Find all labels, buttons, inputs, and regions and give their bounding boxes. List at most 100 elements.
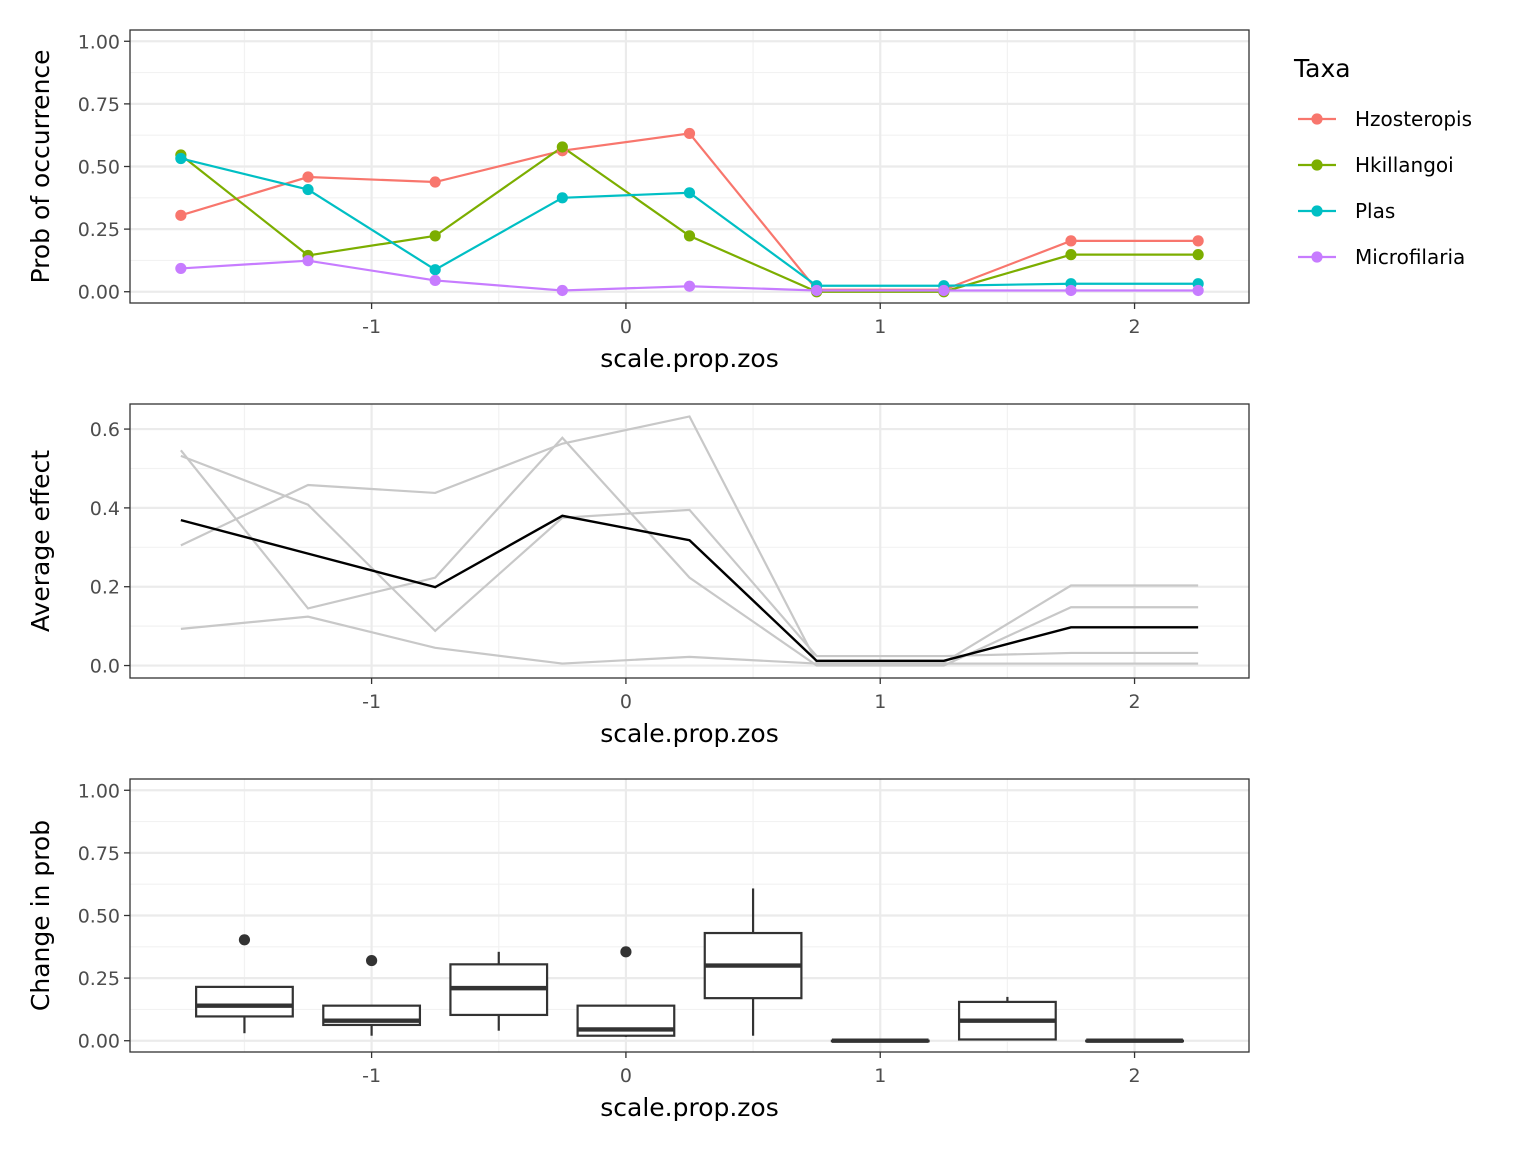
- box-body-0: [195, 985, 294, 1018]
- occurrence-x-ticks: -1 0 1 2: [362, 303, 1141, 338]
- box-4: [703, 888, 803, 1036]
- series-point-microfilaria-3: [556, 284, 568, 297]
- change-in-prob-x-tick-label-1: 0: [620, 1065, 632, 1087]
- series-point-hkillangoi-3: [556, 141, 568, 153]
- series-point-microfilaria-8: [1192, 284, 1204, 297]
- series-point-plas-3: [556, 192, 568, 204]
- change-in-prob-panel: 0.00 0.25 0.50 0.75 1.00 -1 0 1 2 scale.prop.zo…: [26, 778, 1250, 1122]
- occurrence-y-axis-title: Prob of occurrence: [26, 49, 55, 283]
- change-in-prob-x-tick-label-2: 1: [874, 1065, 886, 1087]
- legend-items: Hzosteropis Hkillangoi Plas Microfilaria: [1298, 107, 1472, 269]
- legend-label-hkillangoi: Hkillangoi: [1355, 153, 1454, 177]
- box-6: [957, 996, 1057, 1041]
- box-2: [449, 951, 549, 1031]
- series-point-plas-4: [683, 187, 696, 199]
- occurrence-y-tick-label-3: 0.75: [78, 94, 120, 116]
- change-in-prob-y-axis-title: Change in prob: [26, 820, 55, 1011]
- average-effect-y-tick-label-2: 0.4: [90, 498, 120, 520]
- occurrence-x-tick-label-3: 2: [1129, 316, 1141, 338]
- box-outlier-0-0: [238, 934, 251, 946]
- average-effect-major-grid: [130, 404, 1249, 678]
- legend-key-point-plas: [1311, 205, 1323, 217]
- average-effect-line: [180, 514, 1199, 663]
- occurrence-y-tick-label-4: 1.00: [78, 31, 120, 53]
- box-3: [576, 946, 676, 1037]
- series-point-hzosteropis-1: [302, 171, 314, 183]
- legend-title: Taxa: [1293, 54, 1351, 83]
- change-in-prob-y-tick-label-0: 0.00: [78, 1031, 120, 1053]
- series-point-plas-2: [429, 264, 441, 276]
- series-point-plas-1: [302, 183, 314, 196]
- change-in-prob-y-tick-label-2: 0.50: [78, 906, 120, 928]
- occurrence-panel: 0.00 0.25 0.50 0.75 1.00 -1 0 1 2 scale.prop.zo…: [26, 29, 1250, 373]
- series-point-hzosteropis-4: [683, 127, 696, 140]
- change-in-prob-x-tick-label-3: 2: [1129, 1065, 1141, 1087]
- occurrence-major-grid: [130, 30, 1249, 303]
- series-point-hkillangoi-4: [683, 230, 696, 242]
- series-point-hzosteropis-7: [1065, 235, 1077, 247]
- series-point-hkillangoi-7: [1065, 249, 1077, 261]
- series-point-plas-0: [175, 152, 187, 165]
- occurrence-y-ticks: 0.00 0.25 0.50 0.75 1.00: [78, 31, 130, 304]
- legend-label-plas: Plas: [1355, 199, 1395, 223]
- box-outlier-3-0: [620, 946, 632, 958]
- legend-key-point-hzosteropis: [1311, 113, 1323, 125]
- average-effect-y-axis-title: Average effect: [26, 450, 55, 632]
- average-effect-lines: [180, 415, 1199, 667]
- background-taxon-line-1: [180, 436, 1199, 667]
- average-effect-x-tick-label-1: 0: [620, 691, 632, 713]
- series-point-microfilaria-2: [429, 274, 441, 287]
- average-effect-y-ticks: 0.0 0.2 0.4 0.6: [90, 419, 130, 678]
- series-point-microfilaria-1: [302, 255, 314, 267]
- background-taxon-line-0: [180, 415, 1199, 664]
- legend-key-point-microfilaria: [1311, 251, 1323, 263]
- occurrence-series: [175, 127, 1204, 298]
- occurrence-x-axis-title: scale.prop.zos: [600, 344, 779, 373]
- average-effect-x-tick-label-0: -1: [362, 691, 381, 713]
- occurrence-x-tick-label-2: 1: [874, 316, 886, 338]
- change-in-prob-y-tick-label-1: 0.25: [78, 968, 120, 990]
- occurrence-y-tick-label-1: 0.25: [78, 219, 120, 241]
- series-point-microfilaria-4: [683, 280, 696, 292]
- average-effect-y-tick-label-1: 0.2: [90, 577, 120, 599]
- change-in-prob-major-grid: [130, 779, 1249, 1052]
- box-5: [830, 1038, 930, 1043]
- box-outlier-1-0: [366, 954, 378, 967]
- average-effect-panel-border: [129, 403, 1250, 679]
- average-effect-y-tick-label-0: 0.0: [90, 656, 120, 678]
- series-point-microfilaria-6: [938, 284, 950, 297]
- occurrence-y-tick-label-2: 0.50: [78, 157, 120, 179]
- average-effect-x-tick-label-2: 1: [874, 691, 886, 713]
- average-effect-y-tick-label-3: 0.6: [90, 419, 120, 441]
- legend-label-hzosteropis: Hzosteropis: [1355, 107, 1472, 131]
- series-point-microfilaria-0: [175, 262, 187, 275]
- change-in-prob-x-ticks: -1 0 1 2: [362, 1052, 1141, 1087]
- average-effect-panel: 0.0 0.2 0.4 0.6 -1 0 1 2 scale.prop.zos Averag…: [26, 403, 1250, 748]
- change-in-prob-y-ticks: 0.00 0.25 0.50 0.75 1.00: [78, 780, 130, 1053]
- series-point-hzosteropis-0: [175, 209, 187, 221]
- change-in-prob-y-tick-label-4: 1.00: [78, 780, 120, 802]
- average-effect-x-ticks: -1 0 1 2: [362, 678, 1141, 713]
- average-effect-x-tick-label-3: 2: [1129, 691, 1141, 713]
- series-point-hkillangoi-8: [1192, 249, 1204, 261]
- box-7: [1085, 1038, 1184, 1043]
- occurrence-x-tick-label-0: -1: [362, 316, 381, 338]
- series-point-hkillangoi-2: [429, 230, 441, 242]
- series-point-microfilaria-5: [811, 284, 823, 297]
- legend: Taxa Hzosteropis Hkillangoi Plas Microfilar…: [1293, 54, 1472, 269]
- box-1: [322, 954, 422, 1036]
- average-effect-x-axis-title: scale.prop.zos: [600, 719, 779, 748]
- change-in-prob-x-tick-label-0: -1: [362, 1065, 381, 1087]
- legend-key-point-hkillangoi: [1311, 159, 1323, 171]
- background-taxon-line-3: [180, 615, 1199, 665]
- series-point-hzosteropis-2: [429, 176, 441, 188]
- occurrence-y-tick-label-0: 0.00: [78, 282, 120, 304]
- background-taxon-line-2: [180, 454, 1199, 658]
- change-in-prob-y-tick-label-3: 0.75: [78, 843, 120, 865]
- change-in-prob-x-axis-title: scale.prop.zos: [600, 1093, 779, 1122]
- change-in-prob-boxes: [195, 888, 1184, 1043]
- occurrence-x-tick-label-1: 0: [620, 316, 632, 338]
- box-0: [195, 934, 294, 1034]
